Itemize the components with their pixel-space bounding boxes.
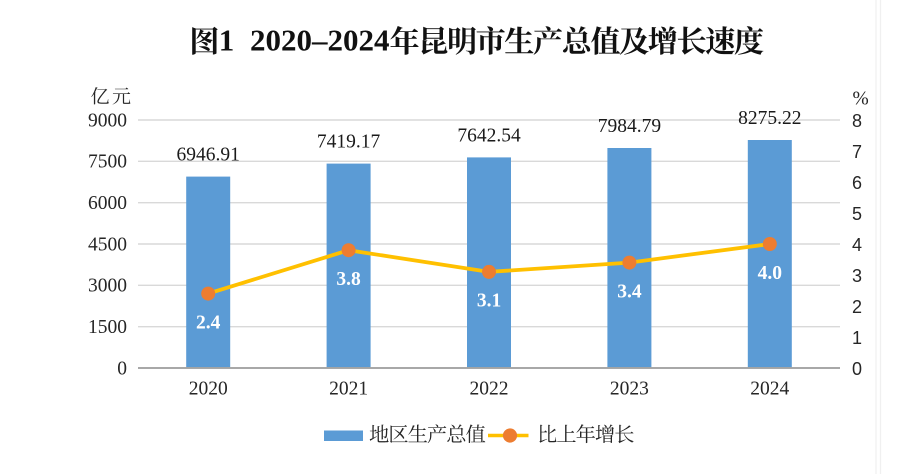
svg-text:9000: 9000 xyxy=(88,110,127,131)
svg-text:3000: 3000 xyxy=(88,276,127,297)
svg-text:4.0: 4.0 xyxy=(758,263,782,284)
svg-text:2024: 2024 xyxy=(750,379,789,400)
svg-text:2: 2 xyxy=(852,297,862,317)
svg-text:6946.91: 6946.91 xyxy=(177,145,240,166)
svg-text:%: % xyxy=(853,89,869,110)
svg-text:3.1: 3.1 xyxy=(477,291,501,312)
svg-text:6000: 6000 xyxy=(88,193,127,214)
svg-text:5: 5 xyxy=(852,204,862,224)
svg-text:0: 0 xyxy=(852,359,862,379)
svg-text:3.4: 3.4 xyxy=(617,281,642,302)
svg-text:0: 0 xyxy=(117,358,127,379)
svg-text:7: 7 xyxy=(852,142,862,162)
svg-text:3.8: 3.8 xyxy=(336,269,361,290)
svg-text:1500: 1500 xyxy=(88,317,127,338)
svg-text:2.4: 2.4 xyxy=(196,312,221,333)
svg-text:2020: 2020 xyxy=(189,379,228,400)
svg-text:1: 1 xyxy=(219,23,235,58)
svg-text:2020–2024: 2020–2024 xyxy=(250,23,390,58)
svg-text:2023: 2023 xyxy=(610,379,649,400)
svg-text:7419.17: 7419.17 xyxy=(317,132,381,153)
svg-text:3: 3 xyxy=(852,266,862,286)
svg-text:4500: 4500 xyxy=(88,234,127,255)
svg-text:7500: 7500 xyxy=(88,152,127,173)
svg-text:7984.79: 7984.79 xyxy=(598,116,661,137)
svg-text:2021: 2021 xyxy=(329,379,368,400)
svg-text:1: 1 xyxy=(852,328,862,348)
svg-text:6: 6 xyxy=(852,173,862,193)
svg-text:2022: 2022 xyxy=(470,379,509,400)
svg-text:4: 4 xyxy=(852,235,862,255)
svg-text:7642.54: 7642.54 xyxy=(457,125,521,146)
svg-text:8275.22: 8275.22 xyxy=(738,108,801,129)
svg-text:8: 8 xyxy=(852,111,862,131)
